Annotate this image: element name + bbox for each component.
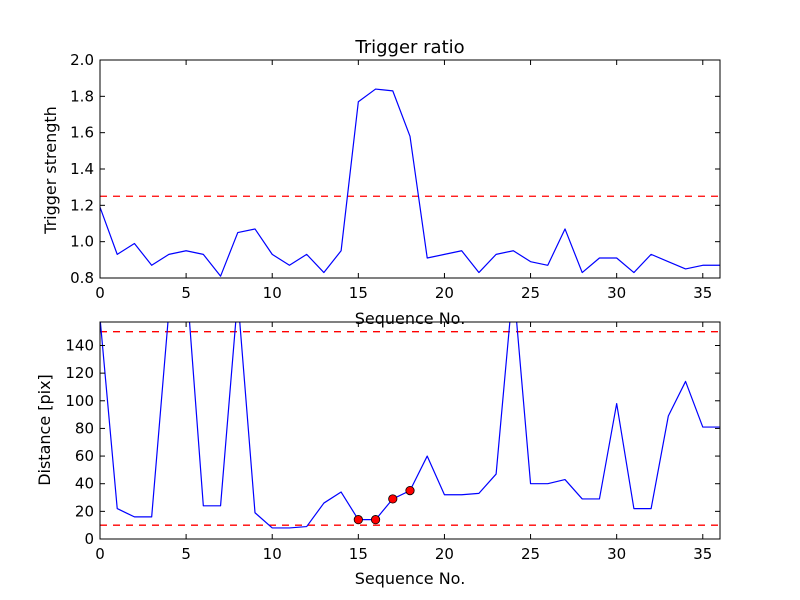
y-tick-label: 20 [75, 502, 94, 520]
x-axis-label: Sequence No. [355, 309, 466, 328]
y-tick-label: 140 [65, 336, 94, 354]
x-tick-label: 25 [521, 284, 540, 302]
y-tick-label: 60 [75, 447, 94, 465]
data-point-marker [370, 515, 381, 525]
x-tick-label: 10 [263, 284, 282, 302]
x-tick-label: 20 [435, 545, 454, 563]
x-tick-label: 20 [435, 284, 454, 302]
x-tick-label: 35 [693, 284, 712, 302]
x-tick-label: 15 [349, 545, 368, 563]
x-tick-label: 35 [693, 545, 712, 563]
y-axis-label: Trigger strength [41, 106, 60, 235]
x-tick-label: 15 [349, 284, 368, 302]
x-axis-label: Sequence No. [355, 569, 466, 588]
y-tick-label: 100 [65, 392, 94, 410]
plot-area [100, 88, 720, 277]
axes-frame [99, 321, 721, 540]
x-tick-label: 5 [181, 545, 191, 563]
x-tick-label: 25 [521, 545, 540, 563]
distance-panel: Distance [pix] Sequence No. 0 5 10 15 20 25 30… [35, 321, 721, 588]
y-tick-label: 0.8 [70, 269, 94, 287]
x-tick-label: 0 [95, 284, 105, 302]
y-tick-label: 40 [75, 475, 94, 493]
x-tick-label: 30 [607, 545, 626, 563]
trigger-ratio-panel: Trigger ratio Trigger strength Sequence … [41, 37, 721, 328]
data-point-marker [353, 515, 363, 525]
data-point-marker [388, 494, 398, 504]
y-axis-label: Distance [pix] [35, 374, 54, 486]
y-tick-label: 1.6 [70, 124, 94, 142]
y-tick-label: 1.0 [70, 233, 94, 251]
x-tick-label: 0 [95, 545, 105, 563]
y-tick-label: 1.2 [70, 196, 94, 214]
y-tick-label: 1.8 [70, 87, 94, 105]
chart-title: Trigger ratio [354, 37, 464, 58]
y-tick-label: 80 [75, 419, 94, 437]
series-line [100, 88, 720, 277]
x-tick-label: 10 [263, 545, 282, 563]
y-tick-label: 2.0 [70, 51, 94, 69]
x-tick-label: 5 [181, 284, 191, 302]
data-point-marker [405, 486, 415, 496]
y-tick-label: 120 [65, 364, 94, 382]
y-tick-label: 0 [84, 530, 94, 548]
x-tick-label: 30 [607, 284, 626, 302]
y-tick-label: 1.4 [70, 160, 94, 178]
plot-area [100, 322, 720, 529]
